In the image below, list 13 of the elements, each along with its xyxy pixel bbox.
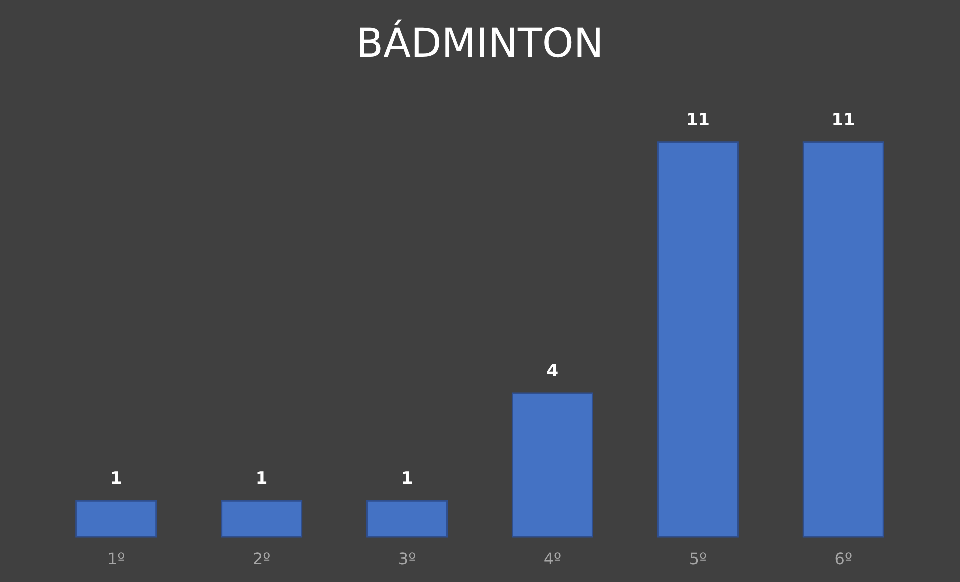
- x-tick-label: 2º: [252, 550, 271, 568]
- data-label: 1: [256, 469, 268, 490]
- data-label: 11: [686, 110, 710, 130]
- chart-title: BÁDMINTON: [356, 19, 604, 67]
- data-label: 1: [401, 469, 414, 490]
- x-tick-label: 6º: [834, 550, 852, 568]
- x-tick-label: 3º: [398, 550, 416, 568]
- data-label: 4: [546, 361, 559, 382]
- x-tick-label: 5º: [689, 550, 708, 568]
- x-tick-label: 1º: [108, 550, 126, 568]
- data-label: 1: [110, 469, 122, 490]
- data-label: 11: [832, 110, 856, 130]
- x-tick-label: 4º: [544, 550, 562, 568]
